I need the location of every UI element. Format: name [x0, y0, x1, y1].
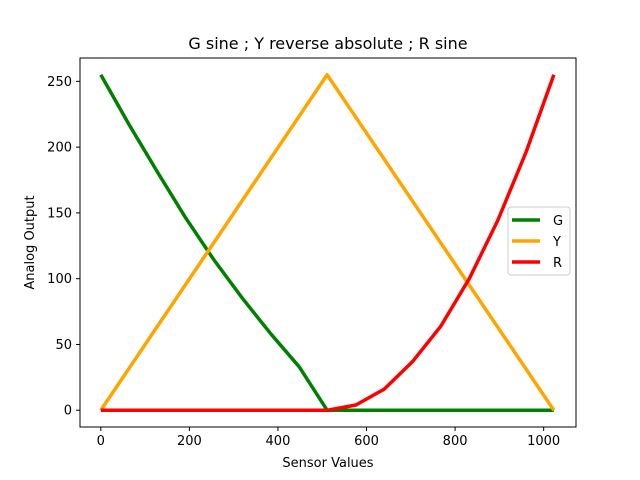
y-tick-label: 150 [47, 206, 72, 221]
x-tick-label: 600 [354, 434, 379, 449]
y-tick-label: 100 [47, 272, 72, 287]
x-tick-label: 800 [443, 434, 468, 449]
y-tick-label: 200 [47, 141, 72, 156]
series-layer [99, 73, 556, 412]
series-line-y [99, 73, 556, 412]
x-tick-label: 400 [266, 434, 291, 449]
x-axis-label: Sensor Values [282, 456, 373, 471]
y-tick-label: 250 [47, 75, 72, 90]
y-tick-label: 50 [55, 338, 72, 353]
axes-layer: 0 200 400 600 800 1000 0 50 100 150 200 250 [47, 57, 577, 449]
x-tick-label: 1000 [527, 434, 560, 449]
legend-label-r: R [553, 256, 562, 271]
y-tick-label: 0 [64, 404, 72, 419]
plot-frame [79, 57, 577, 428]
legend-label-y: Y [552, 235, 561, 250]
series-line-r [100, 74, 556, 412]
legend-label-g: G [553, 214, 563, 229]
x-tick-label: 0 [97, 434, 105, 449]
x-tick-label: 200 [177, 434, 202, 449]
legend: GYR [507, 206, 571, 276]
chart-title: G sine ; Y reverse absolute ; R sine [188, 34, 467, 53]
y-axis-label: Analog Output [23, 195, 38, 289]
